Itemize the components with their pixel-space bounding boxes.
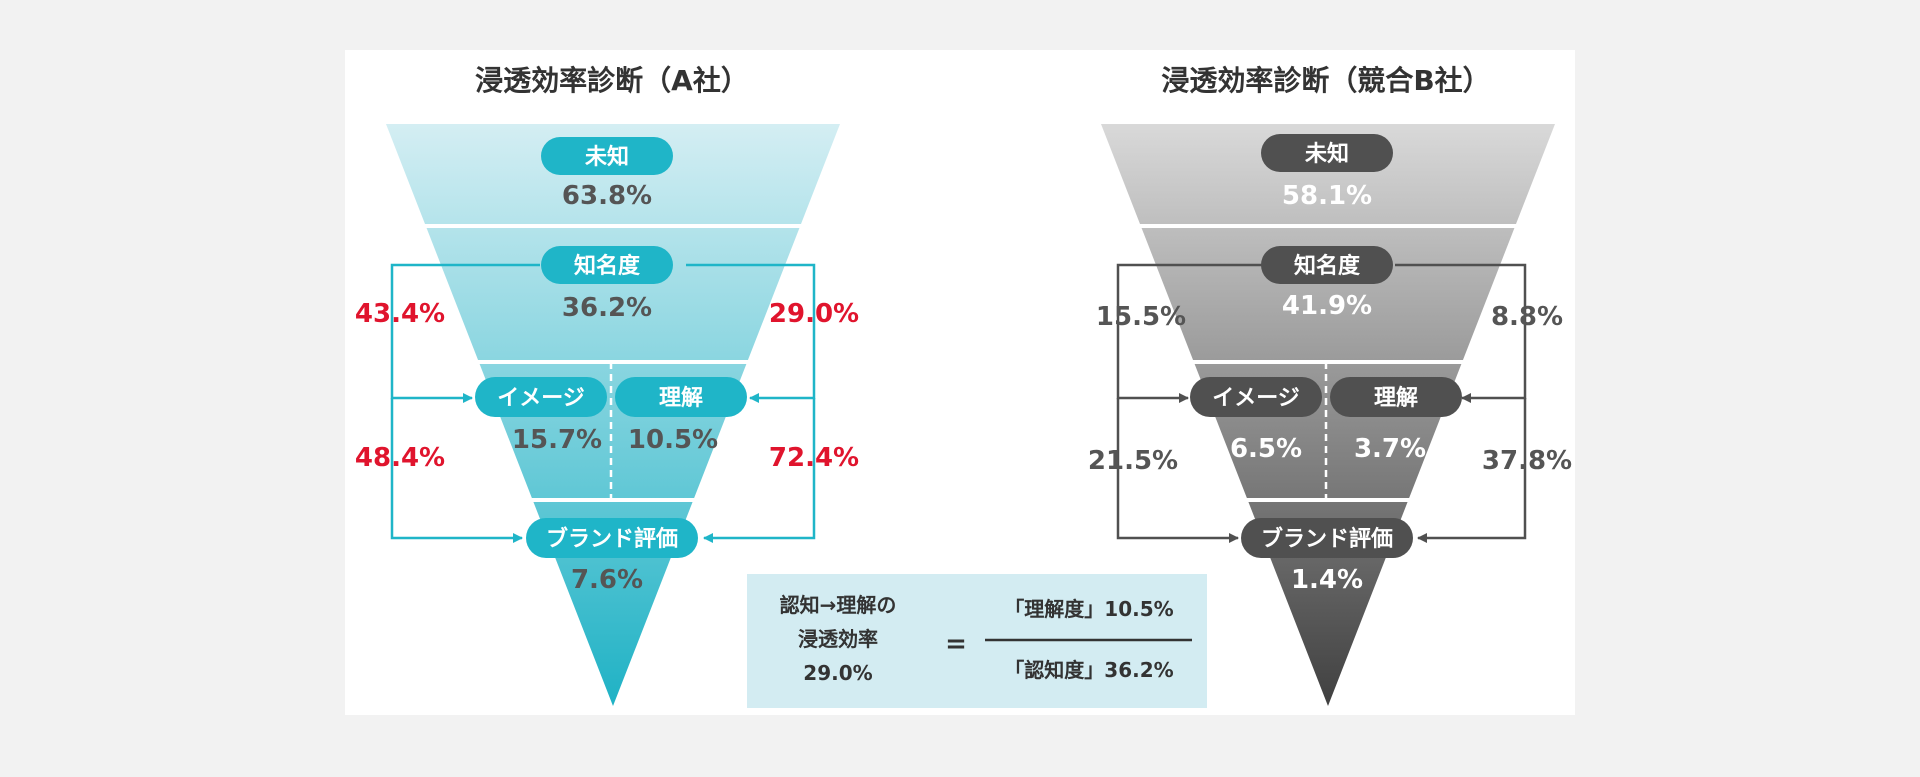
left-value-understanding: 10.5% bbox=[628, 425, 718, 455]
right-pill-brand bbox=[1241, 518, 1413, 558]
right-pill-unknown bbox=[1261, 134, 1393, 172]
left-pill-image bbox=[475, 377, 607, 417]
left-value-unknown: 63.8% bbox=[562, 181, 652, 211]
right-pill-understanding bbox=[1330, 377, 1462, 417]
formula-lhs-line3: 29.0% bbox=[803, 661, 872, 685]
left-rate-right-lower: 72.4% bbox=[769, 443, 859, 473]
left-rate-right-upper: 29.0% bbox=[769, 299, 859, 329]
right-funnel bbox=[1101, 124, 1555, 706]
left-funnel bbox=[386, 124, 840, 706]
right-pill-image bbox=[1190, 377, 1322, 417]
right-label-brand: ブランド評価 bbox=[1261, 526, 1393, 552]
right-value-unknown: 58.1% bbox=[1282, 181, 1372, 211]
left-value-image: 15.7% bbox=[512, 425, 602, 455]
left-rate-left-lower: 48.4% bbox=[355, 443, 445, 473]
left-rate-left-upper: 43.4% bbox=[355, 299, 445, 329]
left-label-awareness: 知名度 bbox=[574, 253, 641, 279]
right-label-image: イメージ bbox=[1212, 386, 1300, 411]
formula-numerator: 「理解度」10.5% bbox=[1004, 597, 1173, 621]
left-label-brand: ブランド評価 bbox=[546, 526, 678, 552]
right-rate-left-upper: 15.5% bbox=[1096, 302, 1186, 332]
right-rate-right-lower: 37.8% bbox=[1482, 446, 1572, 476]
formula-denominator: 「認知度」36.2% bbox=[1004, 658, 1173, 682]
left-label-understanding: 理解 bbox=[659, 385, 703, 411]
right-value-image: 6.5% bbox=[1230, 434, 1302, 464]
right-title: 浸透効率診断（競合B社） bbox=[1161, 64, 1490, 97]
left-pill-unknown bbox=[541, 137, 673, 175]
left-title: 浸透効率診断（A社） bbox=[475, 64, 749, 97]
right-value-understanding: 3.7% bbox=[1354, 434, 1426, 464]
right-label-awareness: 知名度 bbox=[1294, 253, 1361, 279]
formula-equals: = bbox=[945, 629, 967, 659]
right-rate-right-upper: 8.8% bbox=[1491, 302, 1563, 332]
right-value-awareness: 41.9% bbox=[1282, 291, 1372, 321]
left-value-awareness: 36.2% bbox=[562, 293, 652, 323]
left-label-unknown: 未知 bbox=[585, 144, 629, 170]
right-value-brand: 1.4% bbox=[1291, 565, 1363, 595]
left-pill-awareness bbox=[541, 246, 673, 284]
formula-lhs-line2: 浸透効率 bbox=[798, 627, 878, 651]
formula-lhs-line1: 認知→理解の bbox=[780, 593, 897, 617]
right-label-unknown: 未知 bbox=[1305, 141, 1349, 167]
right-label-understanding: 理解 bbox=[1374, 385, 1418, 411]
left-pill-brand bbox=[526, 518, 698, 558]
left-label-image: イメージ bbox=[497, 386, 585, 411]
right-pill-awareness bbox=[1261, 246, 1393, 284]
right-rate-left-lower: 21.5% bbox=[1088, 446, 1178, 476]
right-connectors bbox=[1116, 263, 1527, 543]
left-connectors bbox=[390, 263, 816, 543]
left-pill-understanding bbox=[615, 377, 747, 417]
left-value-brand: 7.6% bbox=[571, 565, 643, 595]
